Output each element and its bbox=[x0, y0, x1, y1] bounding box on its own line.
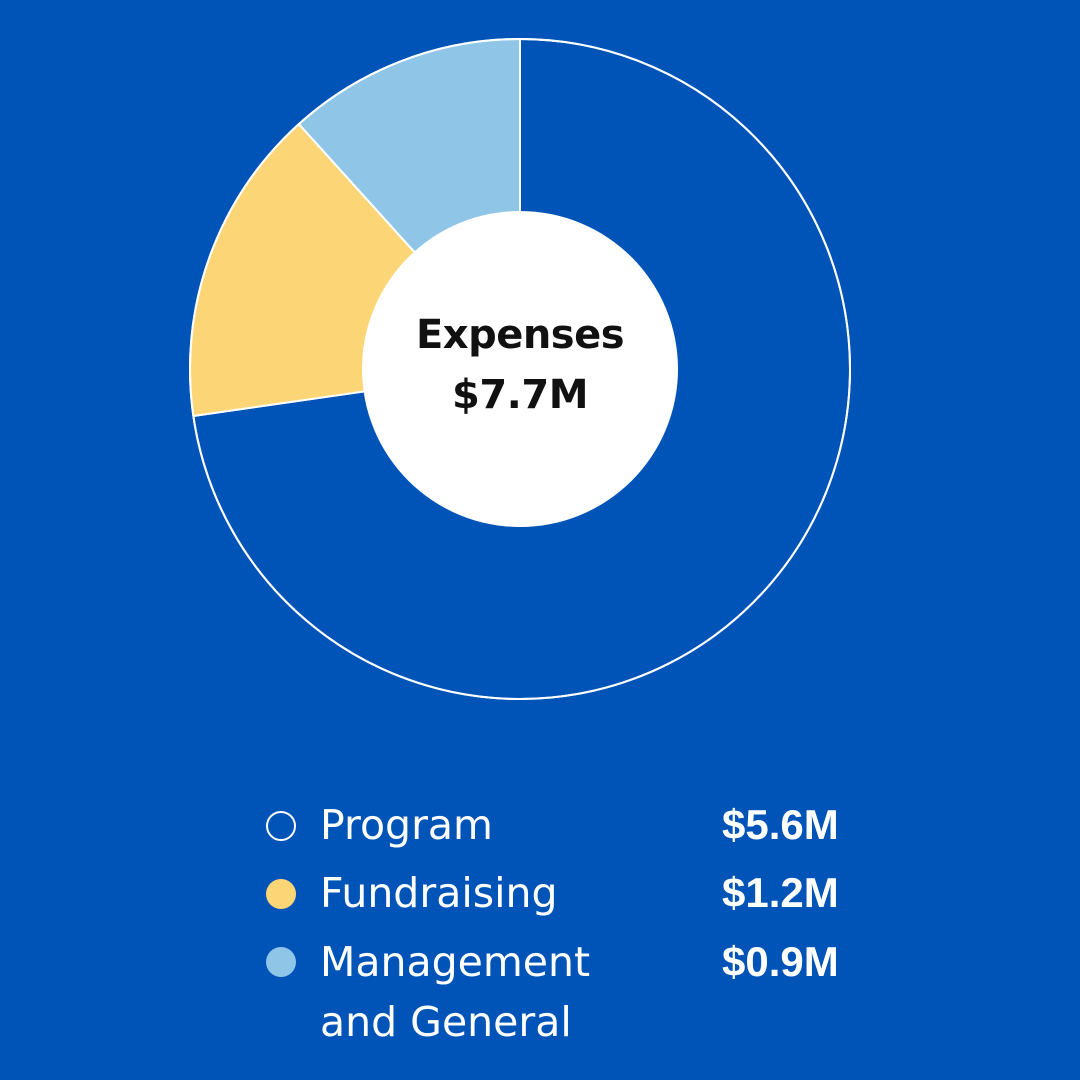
legend-value-fundraising: $1.2M bbox=[722, 863, 922, 923]
legend-label-management-general: Management and General bbox=[320, 932, 660, 1052]
center-title: Expenses bbox=[360, 305, 680, 365]
donut-center-label: Expenses $7.7M bbox=[360, 305, 680, 425]
legend-label-program: Program bbox=[320, 795, 660, 855]
legend-dot-program bbox=[266, 811, 296, 841]
legend-dot-fundraising bbox=[266, 879, 296, 909]
legend-label-fundraising: Fundraising bbox=[320, 863, 660, 923]
legend-value-program: $5.6M bbox=[722, 795, 922, 855]
legend-value-management-general: $0.9M bbox=[722, 932, 922, 992]
legend-dot-management-general bbox=[266, 947, 296, 977]
center-total: $7.7M bbox=[360, 365, 680, 425]
